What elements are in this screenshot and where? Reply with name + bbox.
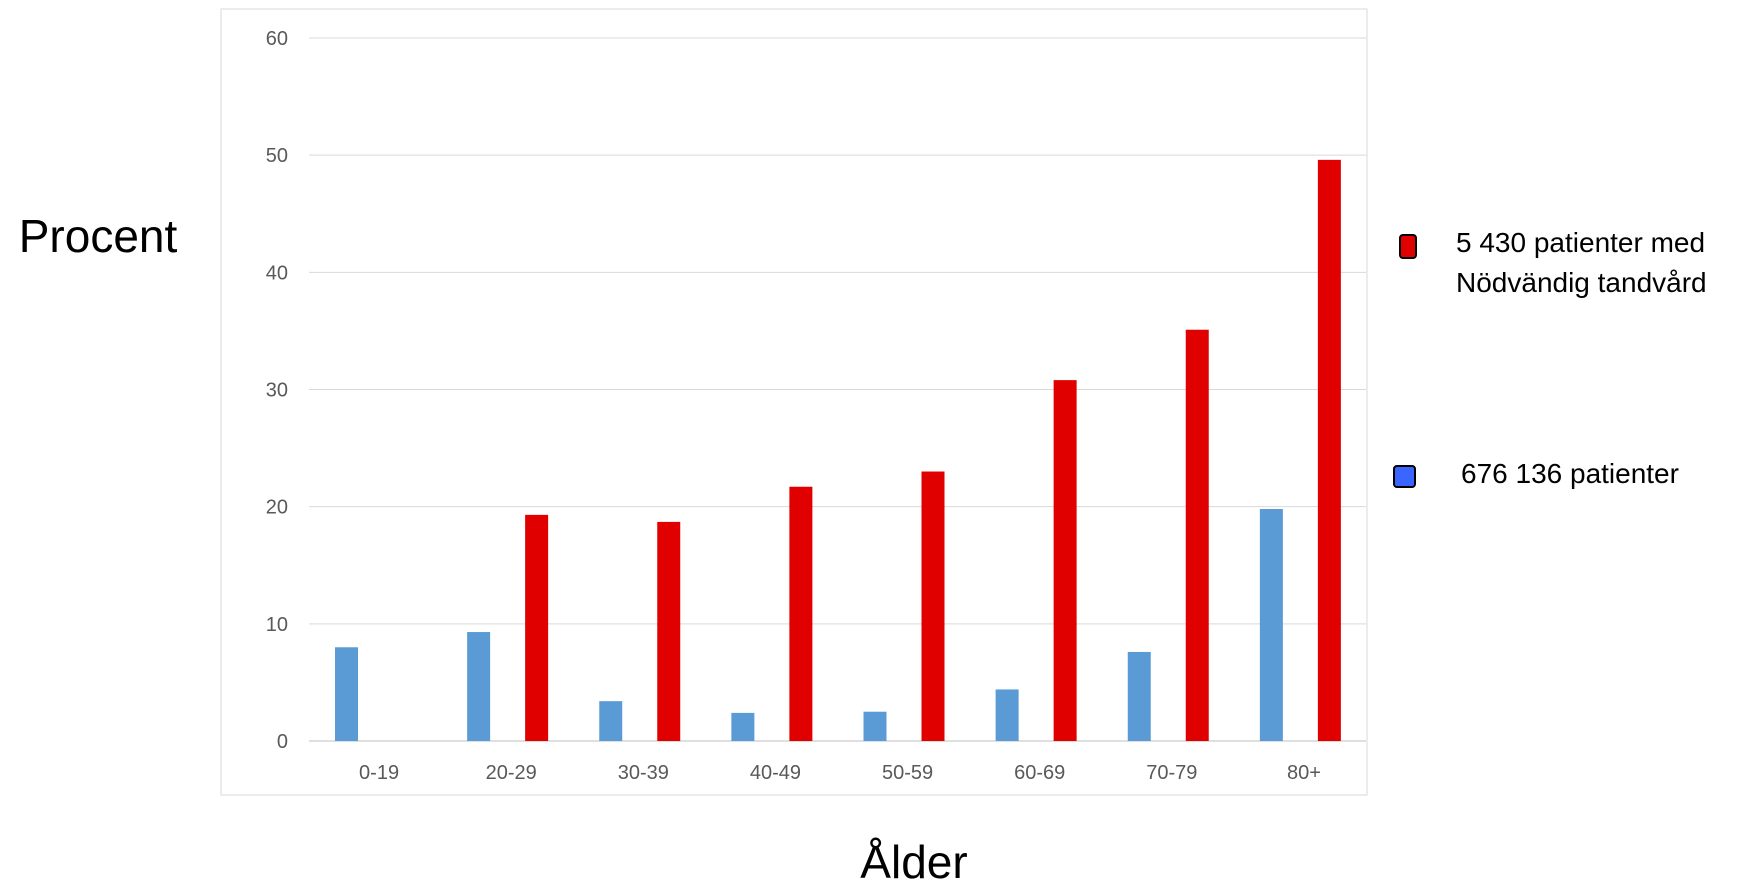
legend-label-blue: 676 136 patienter: [1461, 458, 1679, 489]
y-tick-label: 40: [266, 262, 288, 284]
x-tick-label: 20-29: [486, 762, 537, 784]
y-tick-label: 10: [266, 614, 288, 636]
bar-red: [1053, 380, 1077, 741]
x-tick-label: 80+: [1287, 762, 1321, 784]
y-tick-label: 50: [266, 145, 288, 167]
bar-blue: [1259, 509, 1283, 741]
bar-blue: [335, 647, 358, 741]
bar-blue: [995, 689, 1019, 741]
x-axis-ticks: 0-19 20-29 30-39 40-49 50-59 60-69 70-79 80+: [359, 762, 1321, 784]
x-axis-label: Ålder: [860, 836, 967, 884]
bar-red: [789, 486, 813, 741]
bars: [335, 159, 1341, 741]
x-tick-label: 30-39: [618, 762, 669, 784]
x-tick-label: 40-49: [750, 762, 801, 784]
bar-red: [1317, 159, 1341, 741]
legend: 5 430 patienter med Nödvändig tandvård 6…: [1393, 227, 1707, 489]
bar-blue: [599, 701, 623, 741]
legend-label-line1: 5 430 patienter med: [1456, 227, 1705, 258]
y-tick-label: 20: [266, 497, 288, 519]
legend-swatch-blue: [1393, 465, 1416, 488]
bar-blue: [863, 711, 887, 741]
bar-red: [1185, 329, 1209, 741]
bar-blue: [1127, 651, 1151, 741]
y-axis-ticks: 0 10 20 30 40 50 60: [266, 28, 288, 753]
y-tick-label: 60: [266, 28, 288, 50]
legend-swatch-red: [1399, 234, 1417, 259]
bar-red: [657, 521, 681, 741]
bar-blue: [731, 712, 755, 741]
bar-blue: [467, 632, 491, 741]
x-tick-label: 60-69: [1014, 762, 1065, 784]
y-tick-label: 0: [277, 731, 288, 753]
x-tick-label: 70-79: [1146, 762, 1197, 784]
x-tick-label: 50-59: [882, 762, 933, 784]
y-axis-label: Procent: [19, 210, 178, 262]
bar-red: [921, 471, 945, 741]
bar-red: [525, 514, 549, 741]
x-tick-label: 0-19: [359, 762, 399, 784]
y-tick-label: 30: [266, 380, 288, 402]
legend-label-line2: Nödvändig tandvård: [1456, 267, 1707, 298]
